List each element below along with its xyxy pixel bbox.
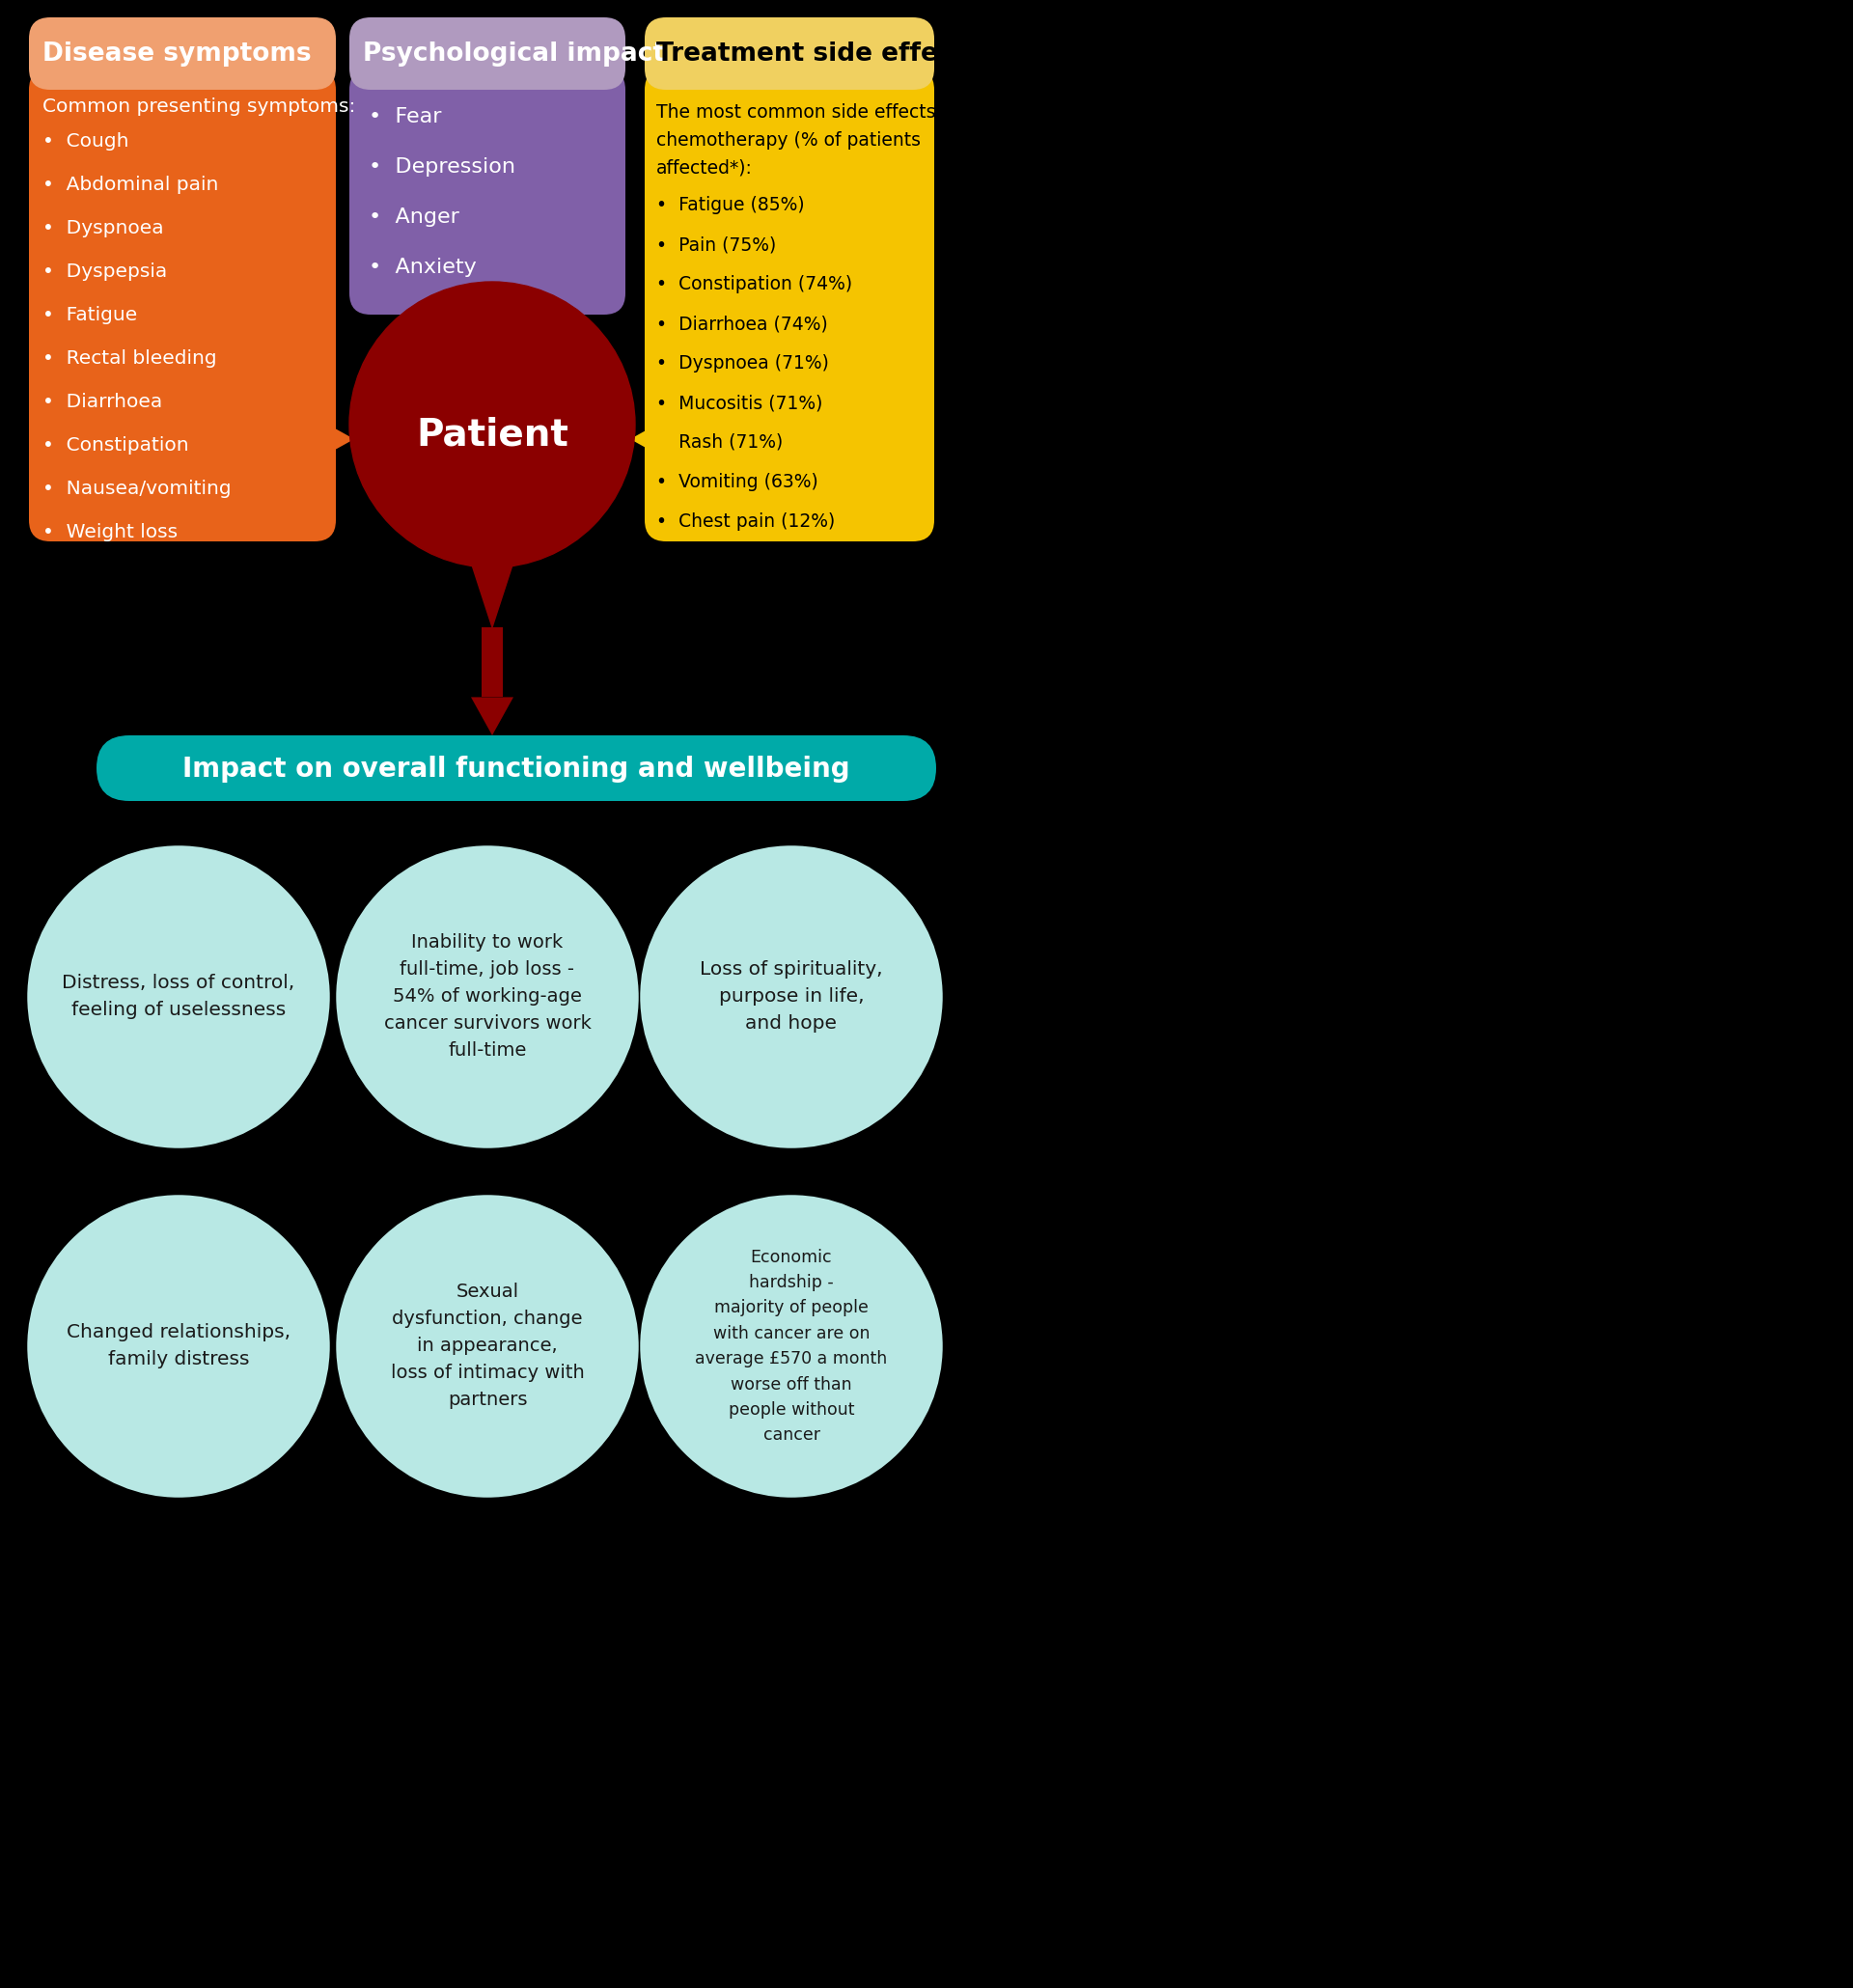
Circle shape [337, 1197, 637, 1495]
Text: Disease symptoms: Disease symptoms [43, 42, 311, 66]
Text: •  Rectal bleeding: • Rectal bleeding [43, 350, 217, 368]
Circle shape [641, 1197, 941, 1495]
FancyBboxPatch shape [350, 68, 626, 314]
Polygon shape [630, 417, 669, 461]
Text: •  Mucositis (71%): • Mucositis (71%) [656, 394, 823, 412]
Polygon shape [467, 551, 517, 628]
Text: •  Rash (71%): • Rash (71%) [656, 433, 784, 451]
Text: Changed relationships,
family distress: Changed relationships, family distress [67, 1324, 291, 1370]
Text: Common presenting symptoms:: Common presenting symptoms: [43, 97, 356, 115]
Text: Loss of spirituality,
purpose in life,
and hope: Loss of spirituality, purpose in life, a… [700, 960, 882, 1034]
FancyBboxPatch shape [30, 18, 335, 89]
Text: •  Dyspnoea (71%): • Dyspnoea (71%) [656, 354, 828, 372]
Text: Inability to work
full-time, job loss -
54% of working-age
cancer survivors work: Inability to work full-time, job loss - … [384, 934, 591, 1060]
Text: •  Constipation (74%): • Constipation (74%) [656, 274, 852, 294]
Text: •  Cough: • Cough [43, 133, 130, 151]
Circle shape [337, 847, 637, 1147]
Text: Treatment side effects: Treatment side effects [656, 42, 980, 66]
Text: •  Abdominal pain: • Abdominal pain [43, 175, 219, 195]
Text: •  Depression: • Depression [369, 157, 515, 177]
Text: •  Anxiety: • Anxiety [369, 258, 476, 276]
Text: Patient: Patient [417, 415, 569, 453]
Polygon shape [482, 628, 502, 698]
Text: •  Vomiting (63%): • Vomiting (63%) [656, 473, 819, 491]
Text: affected*):: affected*): [656, 159, 752, 177]
Text: •  Chest pain (12%): • Chest pain (12%) [656, 513, 836, 531]
Text: Impact on overall functioning and wellbeing: Impact on overall functioning and wellbe… [183, 755, 851, 783]
Circle shape [30, 1197, 328, 1495]
Text: •  Weight loss: • Weight loss [43, 523, 178, 541]
Circle shape [350, 282, 636, 567]
Text: Distress, loss of control,
feeling of uselessness: Distress, loss of control, feeling of us… [63, 974, 295, 1020]
Polygon shape [317, 429, 335, 449]
Text: •  Dyspnoea: • Dyspnoea [43, 219, 163, 237]
Text: •  Diarrhoea: • Diarrhoea [43, 394, 163, 412]
Text: •  Nausea/vomiting: • Nausea/vomiting [43, 479, 232, 497]
Text: •  Fear: • Fear [369, 107, 441, 127]
Polygon shape [471, 698, 513, 736]
Polygon shape [645, 429, 669, 449]
Text: •  Diarrhoea (74%): • Diarrhoea (74%) [656, 314, 828, 332]
FancyBboxPatch shape [96, 736, 936, 801]
FancyBboxPatch shape [645, 18, 934, 89]
Text: •  Fatigue: • Fatigue [43, 306, 137, 324]
Text: •  Constipation: • Constipation [43, 435, 189, 455]
Polygon shape [482, 248, 502, 314]
Text: Economic
hardship -
majority of people
with cancer are on
average £570 a month
w: Economic hardship - majority of people w… [695, 1248, 888, 1443]
Text: •  Fatigue (85%): • Fatigue (85%) [656, 197, 804, 215]
Text: chemotherapy (% of patients: chemotherapy (% of patients [656, 131, 921, 149]
Text: The most common side effects of: The most common side effects of [656, 103, 958, 121]
Polygon shape [471, 248, 513, 286]
Text: •  Dyspepsia: • Dyspepsia [43, 262, 167, 280]
Circle shape [30, 847, 328, 1147]
Text: Sexual
dysfunction, change
in appearance,
loss of intimacy with
partners: Sexual dysfunction, change in appearance… [391, 1282, 584, 1409]
Polygon shape [317, 417, 354, 461]
FancyBboxPatch shape [30, 68, 335, 541]
Text: •  Anger: • Anger [369, 207, 460, 227]
Text: •  Pain (75%): • Pain (75%) [656, 235, 776, 254]
FancyBboxPatch shape [645, 68, 934, 541]
Circle shape [641, 847, 941, 1147]
FancyBboxPatch shape [350, 18, 626, 89]
Text: Psychological impact: Psychological impact [363, 42, 665, 66]
